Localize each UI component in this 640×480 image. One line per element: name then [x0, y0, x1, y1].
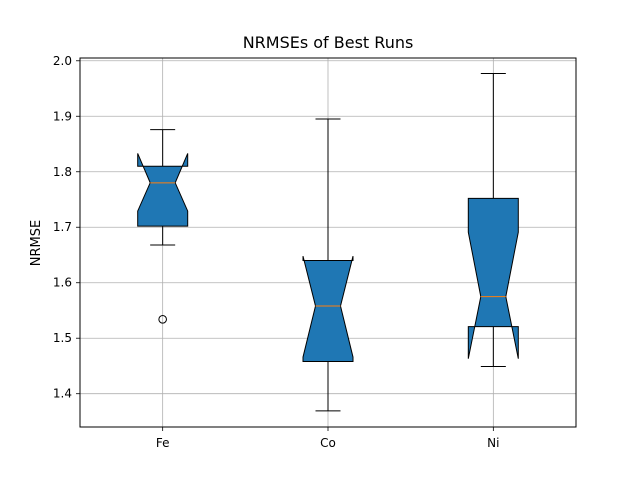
box-co [302, 118, 354, 412]
x-tick-label: Ni [487, 436, 499, 450]
box-ni [467, 73, 519, 368]
axis-ticks: 1.4 1.5 1.6 1.7 1.8 1.9 2.0 Fe Co Ni [53, 54, 500, 450]
y-tick-label: 1.5 [53, 331, 72, 345]
x-tick-label: Co [320, 436, 336, 450]
y-axis-label: NRMSE [29, 220, 44, 266]
y-tick-label: 1.7 [53, 220, 72, 234]
x-tick-label: Fe [156, 436, 170, 450]
y-tick-label: 2.0 [53, 54, 72, 68]
y-tick-label: 1.6 [53, 276, 72, 290]
notched-box [137, 153, 189, 227]
y-tick-label: 1.4 [53, 387, 72, 401]
box-fe [137, 129, 189, 324]
outlier-point [158, 315, 167, 324]
y-tick-label: 1.9 [53, 109, 72, 123]
box-series [137, 73, 519, 412]
notched-box [302, 255, 354, 362]
chart-title: NRMSEs of Best Runs [243, 33, 414, 52]
notched-box [467, 197, 519, 359]
y-tick-label: 1.8 [53, 165, 72, 179]
